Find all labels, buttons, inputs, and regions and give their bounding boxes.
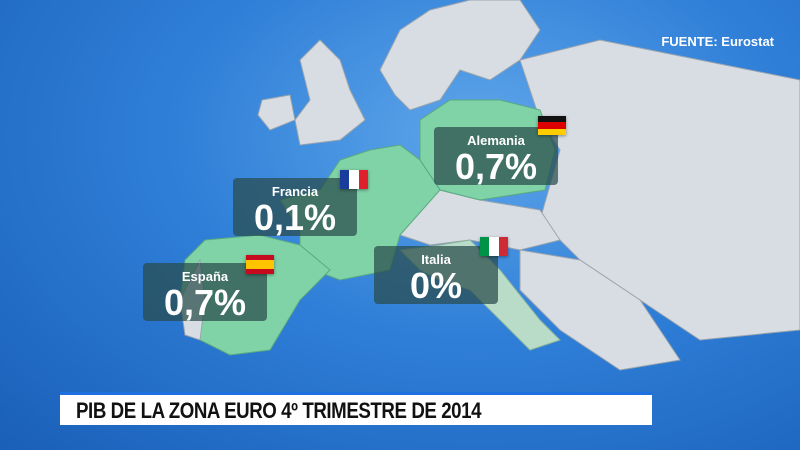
france-flag-icon — [340, 170, 368, 189]
country-value: 0,7% — [163, 282, 247, 323]
country-card-france: Francia 0,1% — [233, 178, 357, 238]
balkans — [519, 249, 681, 371]
country-card-italy: Italia 0% — [374, 246, 498, 306]
country-name: España — [181, 269, 229, 284]
italy-flag-icon — [480, 237, 508, 256]
country-name: Francia — [271, 184, 319, 199]
country-value: 0,7% — [454, 146, 538, 187]
country-value: 0% — [409, 265, 463, 306]
country-name: Alemania — [467, 133, 525, 148]
uk — [294, 39, 366, 146]
country-card-spain: España 0,7% — [143, 263, 267, 323]
country-value: 0,1% — [253, 197, 337, 238]
country-card-germany: Alemania 0,7% — [434, 127, 558, 187]
headline-text: PIB DE LA ZONA EURO 4º TRIMESTRE DE 2014 — [76, 398, 482, 423]
headline-bar: PIB DE LA ZONA EURO 4º TRIMESTRE DE 2014 — [60, 392, 652, 425]
spain-flag-icon — [246, 255, 274, 274]
country-name: Italia — [421, 252, 451, 267]
scandinavia — [379, 0, 541, 111]
source-label: FUENTE: Eurostat — [661, 34, 774, 49]
ireland — [257, 94, 296, 131]
germany-flag-icon — [538, 116, 566, 135]
